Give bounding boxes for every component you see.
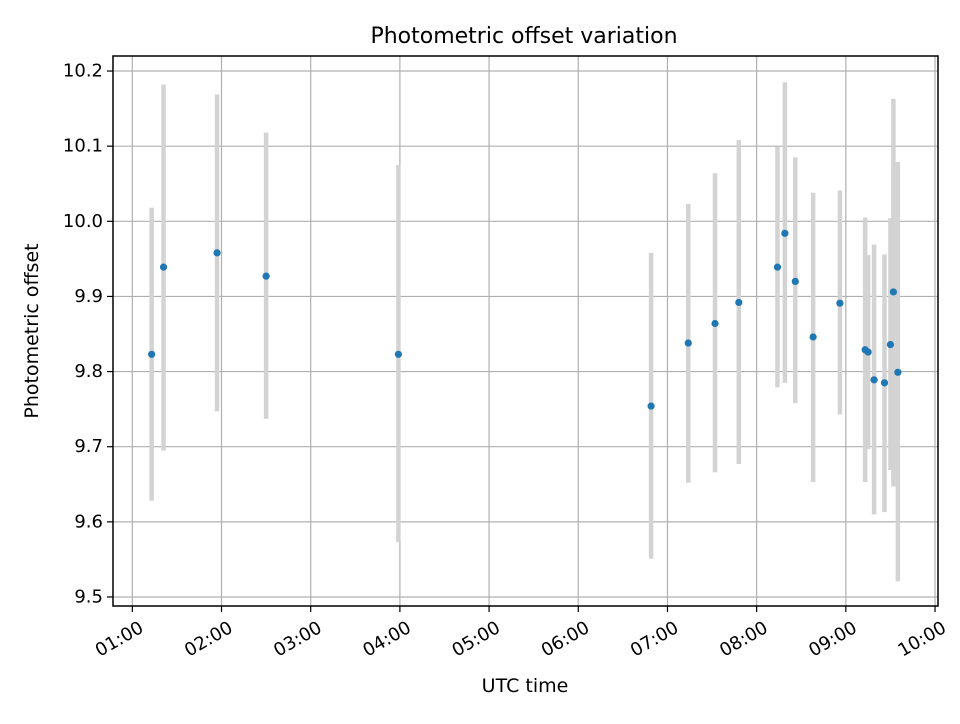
data-point	[781, 229, 789, 237]
data-point	[809, 333, 817, 341]
data-point	[791, 277, 799, 286]
y-tick-label: 10.1	[63, 136, 103, 157]
x-tick-label: 08:00	[716, 617, 771, 661]
data-point	[647, 402, 655, 410]
data-point	[213, 249, 221, 257]
x-tick-label: 06:00	[538, 617, 593, 661]
data-point	[870, 376, 878, 384]
y-tick-label: 9.8	[74, 361, 103, 382]
y-axis-label: Photometric offset	[21, 243, 43, 418]
data-point	[394, 350, 403, 358]
x-tick-label: 03:00	[270, 617, 325, 661]
x-tick-label: 02:00	[181, 617, 236, 661]
x-tick-label: 05:00	[449, 617, 504, 661]
y-tick-label: 9.6	[74, 511, 103, 532]
y-tick-label: 9.5	[74, 586, 103, 607]
plot-frame	[112, 55, 939, 607]
y-tick-label: 9.7	[74, 436, 103, 457]
data-point	[880, 379, 889, 387]
y-tick-label: 9.9	[74, 286, 103, 307]
point-layer	[148, 229, 902, 410]
data-point	[711, 319, 719, 328]
data-point	[148, 350, 156, 358]
errorbar-layer	[149, 82, 901, 582]
x-tick-layer: 01:00 02:00 03:00 04:00 05:00 06:00 07:00 08:00…	[92, 606, 950, 661]
data-point	[894, 368, 902, 376]
x-axis-label: UTC time	[482, 675, 569, 697]
y-tick-layer: 9.5 9.6 9.7 9.8 9.9 10.0 10.1 10.2	[63, 61, 113, 607]
x-tick-label: 09:00	[805, 617, 860, 661]
data-point	[773, 263, 782, 271]
chart-title: Photometric offset variation	[370, 24, 677, 49]
data-point	[684, 339, 692, 347]
data-point	[836, 299, 844, 307]
data-point	[864, 348, 872, 356]
data-point	[735, 298, 743, 307]
data-point	[889, 288, 898, 296]
x-tick-label: 01:00	[92, 617, 147, 661]
data-point	[886, 340, 895, 349]
grid-layer	[113, 56, 938, 606]
data-point	[262, 272, 270, 280]
x-tick-label: 04:00	[359, 617, 414, 661]
data-point	[159, 263, 168, 271]
x-tick-label: 07:00	[627, 617, 682, 661]
y-tick-label: 10.0	[63, 211, 103, 232]
x-tick-label: 10:00	[895, 617, 950, 661]
y-tick-label: 10.2	[63, 61, 103, 82]
